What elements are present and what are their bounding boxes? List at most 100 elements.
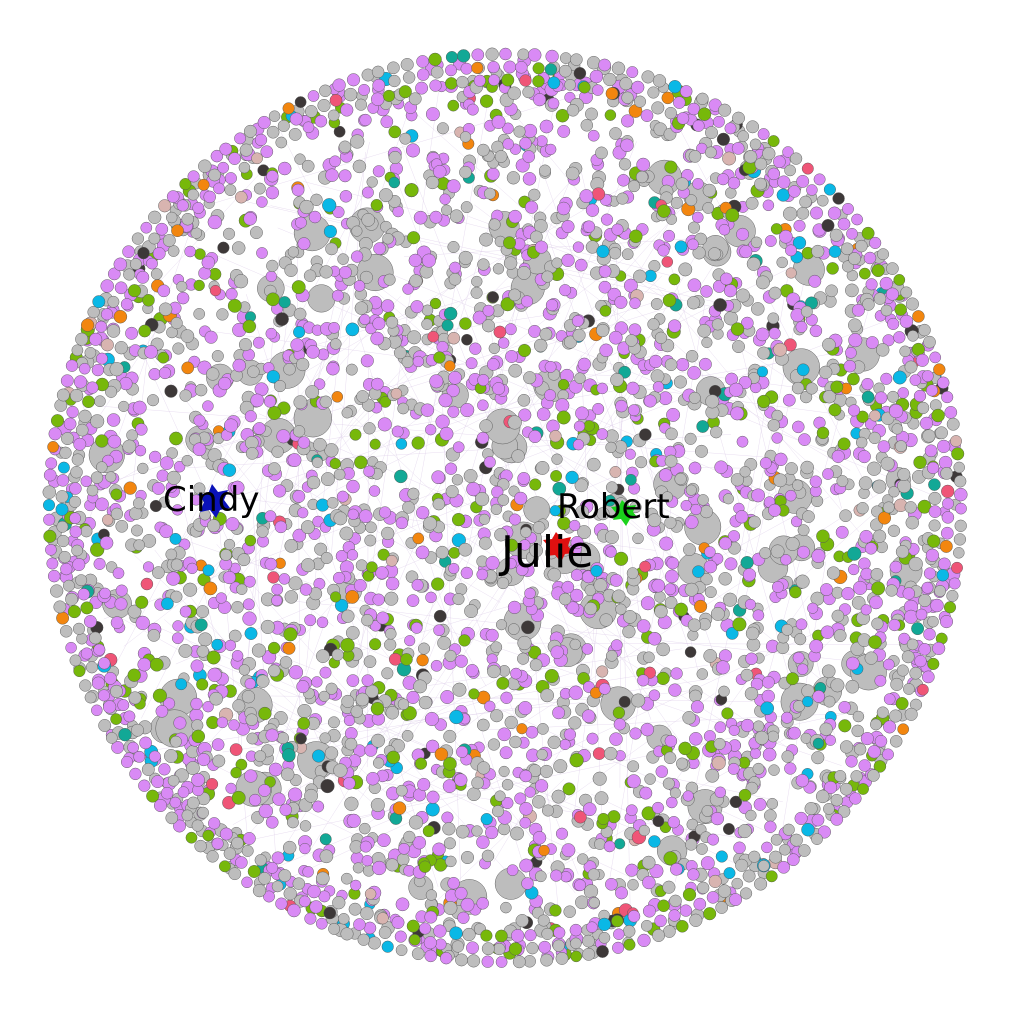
graph-node[interactable]	[855, 436, 868, 449]
graph-node[interactable]	[400, 58, 414, 72]
graph-node[interactable]	[537, 914, 550, 927]
graph-node[interactable]	[698, 357, 712, 371]
graph-node[interactable]	[171, 632, 184, 645]
graph-node[interactable]	[917, 683, 929, 696]
graph-node[interactable]	[404, 635, 416, 647]
graph-node[interactable]	[363, 921, 377, 935]
graph-node[interactable]	[187, 170, 200, 183]
graph-node[interactable]	[535, 460, 550, 475]
graph-node[interactable]	[239, 143, 253, 157]
graph-node[interactable]	[149, 499, 162, 513]
graph-node[interactable]	[795, 574, 810, 589]
graph-node[interactable]	[808, 274, 822, 288]
graph-node[interactable]	[451, 940, 465, 953]
graph-node[interactable]	[770, 544, 785, 559]
graph-node[interactable]	[848, 252, 861, 266]
graph-node[interactable]	[144, 345, 158, 359]
graph-node[interactable]	[796, 663, 809, 675]
graph-node[interactable]	[351, 225, 363, 237]
graph-node[interactable]	[392, 801, 407, 815]
graph-node[interactable]	[482, 304, 495, 317]
graph-node[interactable]	[650, 298, 663, 310]
graph-node[interactable]	[421, 304, 434, 317]
graph-node[interactable]	[384, 638, 397, 651]
graph-node[interactable]	[661, 91, 675, 105]
graph-node[interactable]	[665, 427, 678, 441]
graph-node[interactable]	[388, 74, 401, 88]
graph-node[interactable]	[196, 645, 210, 658]
graph-node[interactable]	[833, 629, 847, 643]
graph-node[interactable]	[711, 318, 724, 331]
graph-node[interactable]	[166, 571, 181, 586]
graph-node[interactable]	[57, 534, 70, 548]
graph-node[interactable]	[871, 581, 886, 596]
graph-node[interactable]	[938, 455, 953, 470]
graph-node[interactable]	[430, 65, 444, 79]
graph-node[interactable]	[447, 99, 460, 112]
graph-node[interactable]	[403, 830, 416, 844]
graph-node[interactable]	[191, 719, 204, 732]
graph-node[interactable]	[637, 933, 651, 948]
graph-node[interactable]	[907, 330, 919, 342]
graph-node[interactable]	[268, 762, 283, 777]
graph-node[interactable]	[455, 824, 470, 839]
graph-node[interactable]	[626, 381, 640, 395]
graph-node[interactable]	[292, 425, 306, 438]
graph-node[interactable]	[75, 332, 89, 346]
graph-node[interactable]	[664, 583, 677, 596]
graph-node[interactable]	[487, 738, 501, 751]
graph-node[interactable]	[767, 167, 781, 181]
graph-node[interactable]	[353, 280, 366, 292]
graph-node[interactable]	[928, 491, 942, 505]
graph-node[interactable]	[79, 679, 92, 692]
graph-node[interactable]	[641, 70, 655, 84]
graph-node[interactable]	[481, 942, 495, 956]
graph-node[interactable]	[516, 723, 528, 735]
graph-node[interactable]	[708, 874, 722, 888]
graph-node[interactable]	[697, 494, 709, 506]
graph-node[interactable]	[434, 938, 447, 951]
graph-node[interactable]	[692, 178, 704, 190]
graph-node[interactable]	[583, 884, 599, 899]
graph-node[interactable]	[494, 527, 508, 542]
graph-node[interactable]	[626, 66, 639, 79]
graph-node[interactable]	[288, 665, 304, 680]
graph-node[interactable]	[874, 734, 888, 748]
graph-node[interactable]	[90, 414, 105, 429]
graph-node[interactable]	[127, 741, 139, 754]
graph-node[interactable]	[508, 363, 523, 378]
graph-node[interactable]	[532, 75, 545, 88]
graph-node[interactable]	[615, 886, 628, 900]
graph-node[interactable]	[333, 511, 348, 526]
graph-node[interactable]	[159, 456, 174, 470]
graph-node[interactable]	[673, 375, 687, 389]
graph-node[interactable]	[498, 765, 510, 777]
graph-node[interactable]	[388, 652, 402, 666]
graph-node[interactable]	[668, 273, 681, 286]
graph-node[interactable]	[596, 428, 609, 440]
graph-node[interactable]	[471, 61, 484, 74]
graph-node[interactable]	[429, 79, 442, 92]
graph-node[interactable]	[771, 432, 783, 444]
graph-node[interactable]	[456, 49, 471, 63]
graph-node[interactable]	[322, 198, 337, 213]
graph-node[interactable]	[652, 74, 667, 88]
graph-node[interactable]	[670, 862, 683, 876]
graph-node[interactable]	[532, 831, 547, 845]
graph-node[interactable]	[954, 475, 967, 488]
graph-node[interactable]	[376, 912, 389, 925]
graph-node[interactable]	[279, 656, 293, 669]
graph-node[interactable]	[679, 904, 693, 917]
graph-node[interactable]	[312, 800, 325, 813]
graph-node[interactable]	[785, 244, 797, 257]
graph-node[interactable]	[680, 499, 692, 512]
graph-node[interactable]	[190, 697, 203, 711]
graph-node[interactable]	[152, 566, 165, 579]
graph-node[interactable]	[561, 580, 575, 594]
graph-node[interactable]	[574, 258, 588, 272]
graph-node[interactable]	[839, 509, 852, 523]
graph-node[interactable]	[724, 122, 737, 135]
graph-node[interactable]	[891, 423, 903, 435]
graph-node[interactable]	[264, 510, 277, 523]
graph-node[interactable]	[85, 661, 98, 674]
